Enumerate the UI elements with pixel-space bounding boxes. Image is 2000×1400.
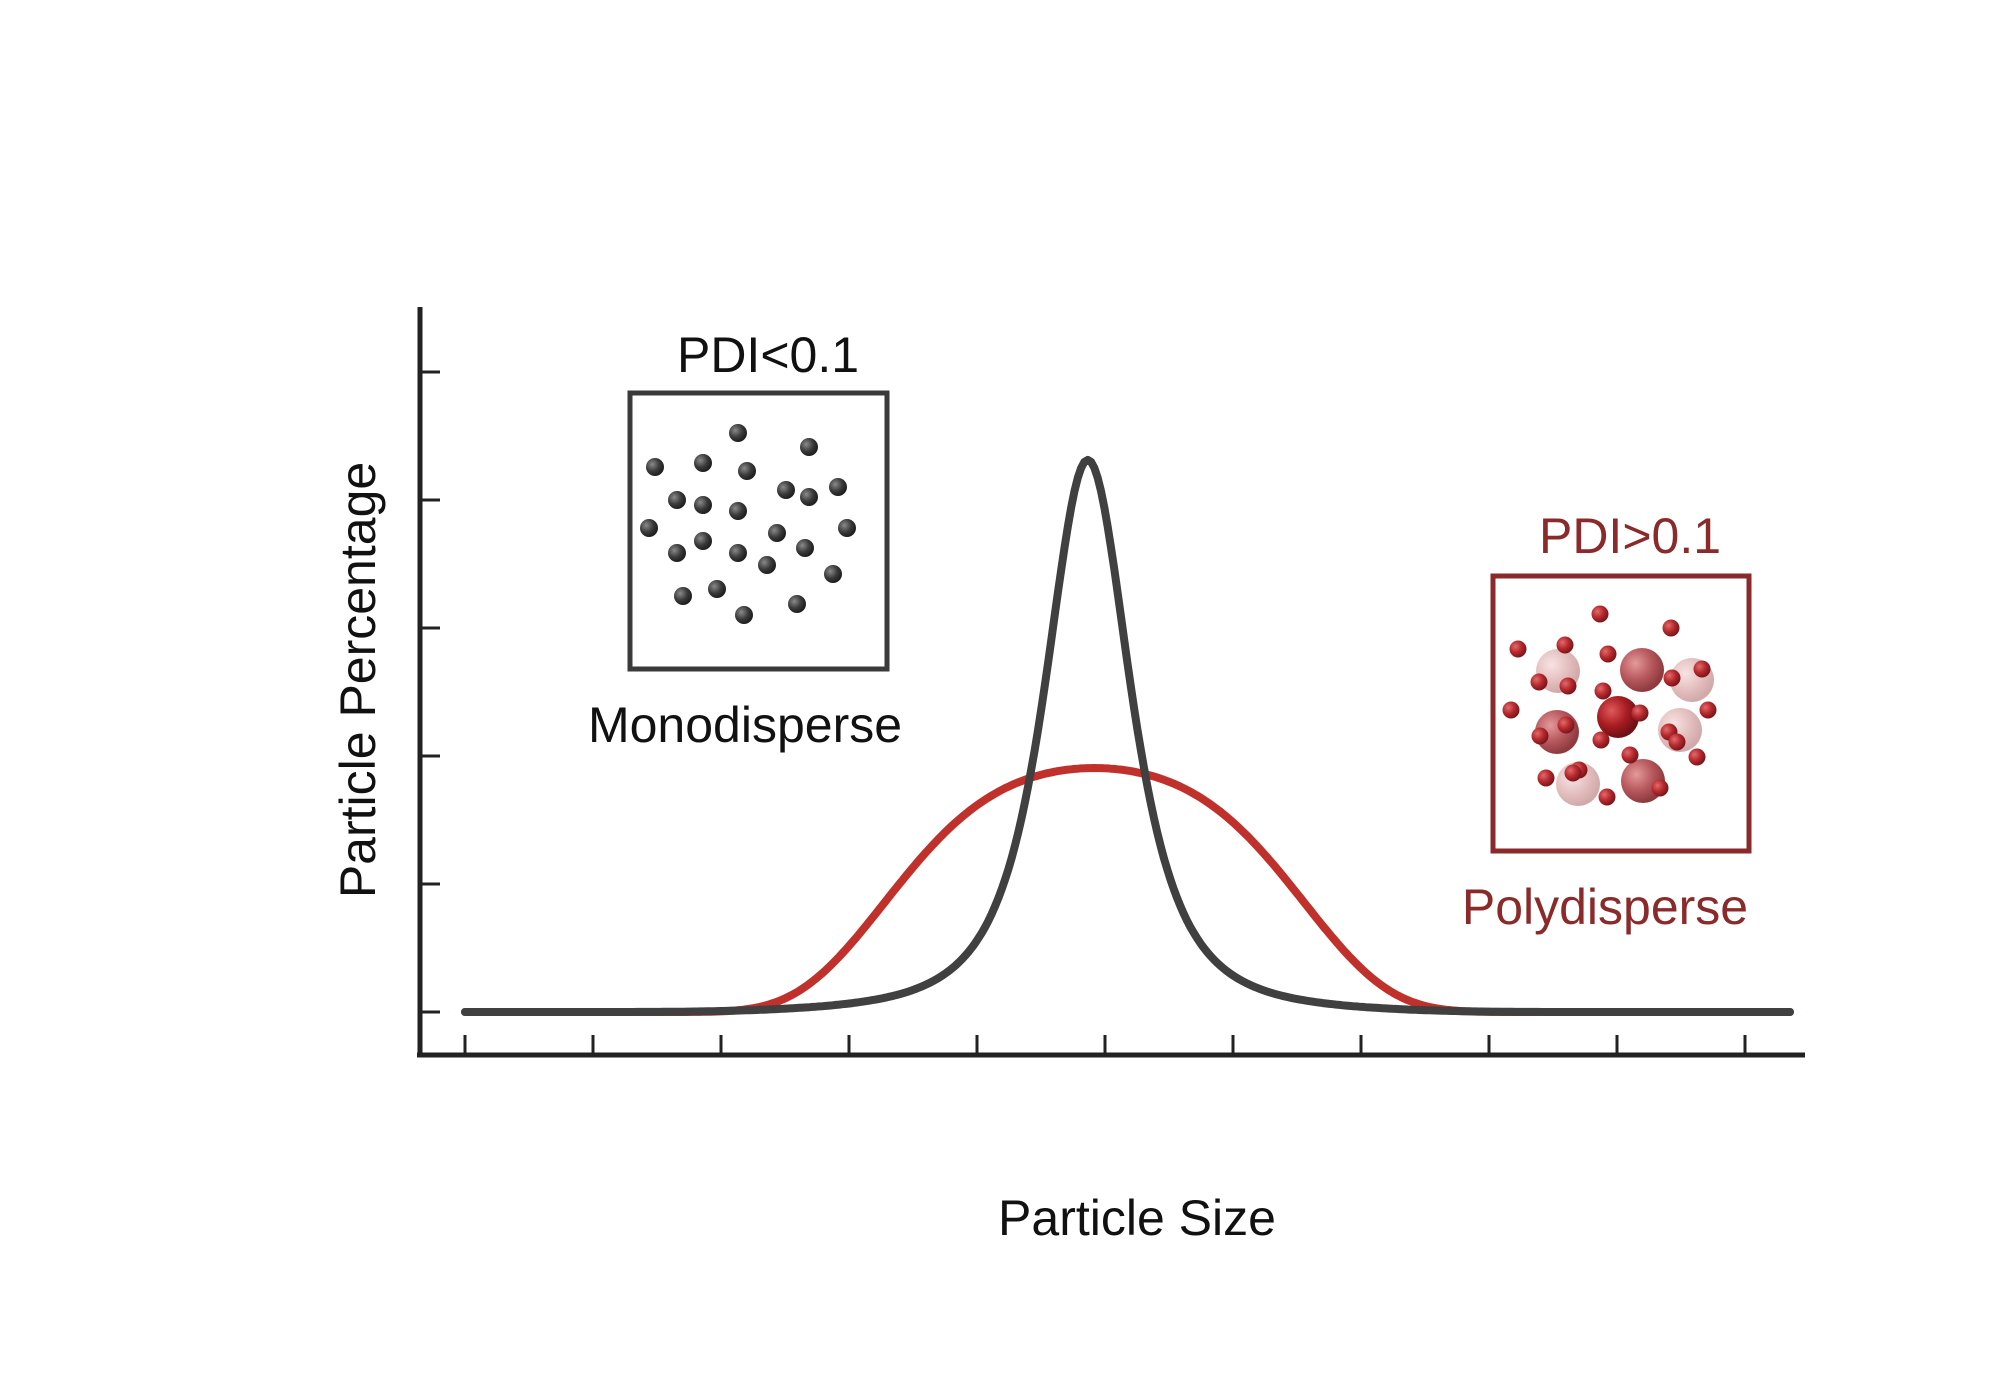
poly-particle-small: [1631, 704, 1649, 722]
mono-particle: [788, 595, 806, 613]
poly-particle-small: [1621, 746, 1639, 764]
x-axis-label: Particle Size: [998, 1190, 1276, 1246]
poly-particle-small: [1599, 645, 1617, 663]
poly-particle-small: [1556, 636, 1574, 654]
poly-particle-small: [1557, 716, 1575, 734]
mono-particle: [768, 524, 786, 542]
polydisperse-inset: PDI>0.1 Polydisperse: [1462, 508, 1752, 935]
poly-particle-small: [1594, 682, 1612, 700]
mono-particle: [708, 580, 726, 598]
poly-particle-small: [1663, 669, 1681, 687]
mono-inset-title: PDI<0.1: [677, 327, 859, 383]
mono-particle: [674, 587, 692, 605]
poly-particle-small: [1699, 701, 1717, 719]
poly-particle-small: [1531, 727, 1549, 745]
poly-inset-title: PDI>0.1: [1539, 508, 1721, 564]
poly-particle-small: [1668, 733, 1686, 751]
mono-particle: [668, 544, 686, 562]
mono-particle: [729, 424, 747, 442]
poly-particle-small: [1559, 677, 1577, 695]
mono-particle: [800, 488, 818, 506]
poly-particle-small: [1591, 605, 1609, 623]
mono-particle: [694, 496, 712, 514]
poly-inset-caption: Polydisperse: [1462, 879, 1748, 935]
poly-particle-small: [1662, 619, 1680, 637]
poly-particle-small: [1537, 769, 1555, 787]
mono-particle: [758, 556, 776, 574]
mono-particle: [838, 519, 856, 537]
poly-particle-small: [1688, 748, 1706, 766]
poly-particle-small: [1530, 673, 1548, 691]
mono-particle: [640, 519, 658, 537]
mono-particles: [640, 424, 856, 624]
mono-particle: [729, 502, 747, 520]
mono-particle: [738, 462, 756, 480]
poly-particle-small: [1502, 701, 1520, 719]
mono-particle: [829, 478, 847, 496]
mono-particle: [694, 454, 712, 472]
mono-particle: [777, 481, 795, 499]
poly-particle-large: [1620, 648, 1664, 692]
poly-particles: [1502, 605, 1717, 806]
mono-particle: [824, 565, 842, 583]
mono-particle: [796, 539, 814, 557]
mono-particle: [729, 544, 747, 562]
poly-particle-small: [1693, 660, 1711, 678]
poly-particle-core: [1597, 696, 1639, 738]
poly-particle-small: [1509, 640, 1527, 658]
mono-particle: [800, 438, 818, 456]
monodisperse-inset: PDI<0.1 Monodisperse: [588, 327, 902, 753]
mono-particle: [735, 606, 753, 624]
poly-particle-small: [1592, 731, 1610, 749]
axes: [417, 307, 1805, 1058]
mono-particle: [646, 458, 664, 476]
poly-particle-small: [1598, 788, 1616, 806]
poly-particle-small: [1651, 779, 1669, 797]
y-axis-label: Particle Percentage: [330, 462, 386, 898]
y-ticks: [420, 370, 440, 1014]
monodisperse-curve: [461, 455, 1794, 1016]
mono-particle: [694, 532, 712, 550]
poly-particle-small: [1564, 764, 1582, 782]
mono-particle: [668, 491, 686, 509]
x-ticks: [463, 1035, 1747, 1055]
mono-inset-caption: Monodisperse: [588, 697, 902, 753]
curves: [461, 455, 1794, 1016]
